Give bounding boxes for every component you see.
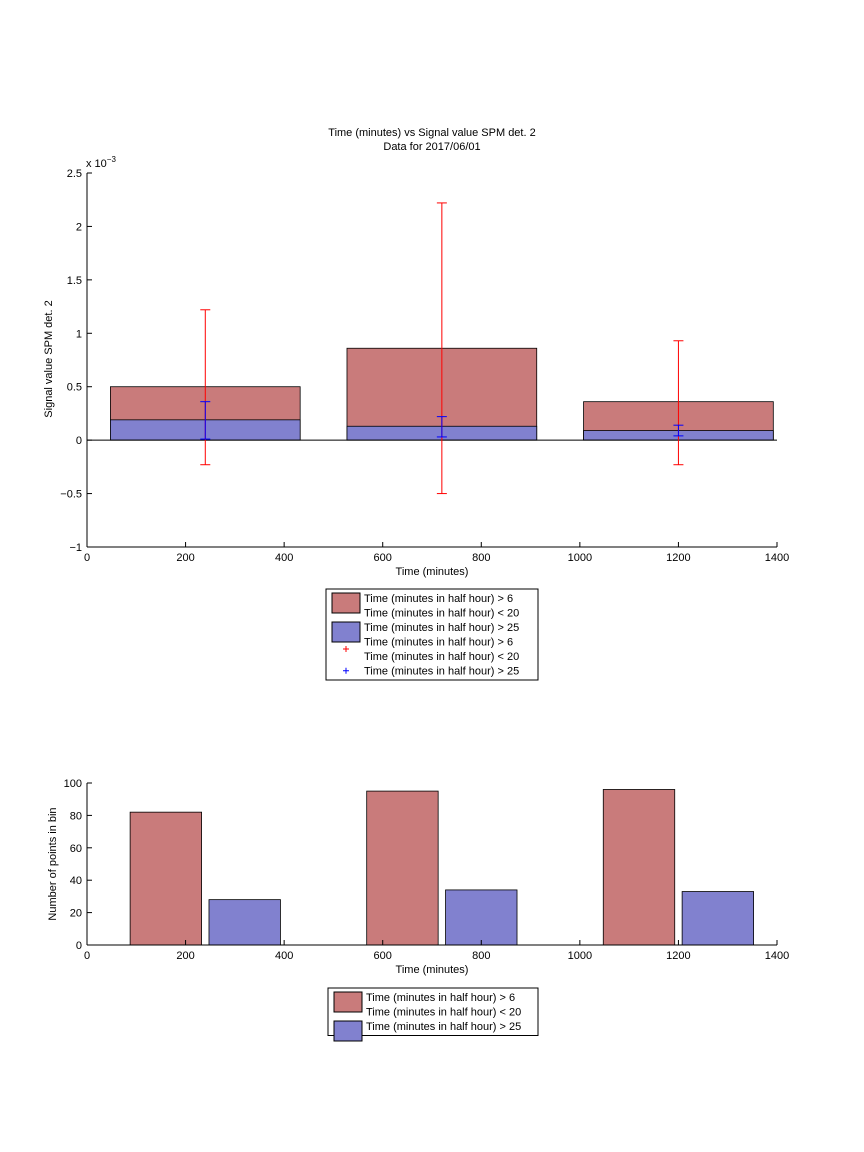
signal-legend: Time (minutes in half hour) > 6 Time (min… — [325, 588, 539, 681]
x-tick-label: 200 — [176, 552, 194, 564]
x-tick-label: 600 — [374, 950, 392, 962]
x-tick-label: 0 — [84, 552, 90, 564]
legend-swatch — [331, 621, 361, 643]
y-tick-label: 2.5 — [67, 168, 82, 180]
bar — [445, 889, 518, 946]
legend-label: Time (minutes in half hour) > 6 — [364, 637, 513, 649]
y-tick-label: 80 — [70, 810, 82, 822]
x-tick-label: 400 — [275, 552, 293, 564]
legend-label: Time (minutes in half hour) > 25 — [364, 666, 519, 678]
legend-box — [327, 987, 539, 1036]
legend-box — [325, 588, 539, 681]
x-tick-label: 800 — [472, 552, 490, 564]
legend-label: Time (minutes in half hour) < 20 — [366, 1007, 521, 1019]
signal-chart: Time (minutes) vs Signal value SPM det. … — [43, 127, 789, 681]
bar — [129, 811, 202, 946]
x-tick-label: 1400 — [765, 950, 789, 962]
y-exponent-label: x 10−3 — [86, 155, 116, 170]
y-tick-label: 2 — [76, 221, 82, 233]
count-legend: Time (minutes in half hour) > 6 Time (min… — [327, 987, 539, 1042]
legend-label: Time (minutes in half hour) > 25 — [364, 622, 519, 634]
y-tick-label: 20 — [70, 908, 82, 920]
x-tick-label: 200 — [176, 950, 194, 962]
y-tick-label: 0.5 — [67, 382, 82, 394]
legend-swatch — [333, 991, 363, 1013]
legend-label: Time (minutes in half hour) < 20 — [364, 608, 519, 620]
y-tick-label: −0.5 — [60, 489, 82, 501]
y-tick-label: 0 — [76, 435, 82, 447]
y-tick-label: 100 — [64, 778, 82, 790]
y-tick-label: 60 — [70, 843, 82, 855]
x-tick-label: 1000 — [568, 950, 592, 962]
y-tick-label: 1 — [76, 328, 82, 340]
y-axis-label: Number of points in bin — [47, 807, 59, 920]
y-tick-label: 1.5 — [67, 275, 82, 287]
y-exponent-power: −3 — [107, 155, 117, 164]
signal-plot-area: 0 200 400 600 800 1000 1200 1400 −1 −0.5 0 0.5 1 1.5 2… — [60, 168, 789, 564]
x-axis-label: Time (minutes) — [396, 964, 469, 976]
y-tick-label: 0 — [76, 940, 82, 952]
y-axis-label: Signal value SPM det. 2 — [43, 300, 55, 417]
bar — [208, 899, 281, 946]
y-tick-label: −1 — [69, 542, 82, 554]
bar — [602, 789, 676, 946]
x-tick-label: 1200 — [666, 950, 690, 962]
chart-subtitle: Data for 2017/06/01 — [383, 141, 480, 153]
x-tick-label: 0 — [84, 950, 90, 962]
legend-swatch — [331, 592, 361, 614]
x-tick-label: 1400 — [765, 552, 789, 564]
x-tick-label: 800 — [472, 950, 490, 962]
x-axis-label: Time (minutes) — [396, 566, 469, 578]
legend-label: Time (minutes in half hour) > 6 — [364, 593, 513, 605]
legend-label: Time (minutes in half hour) > 25 — [366, 1021, 521, 1033]
bar — [681, 891, 754, 946]
x-tick-label: 1200 — [666, 552, 690, 564]
x-tick-label: 400 — [275, 950, 293, 962]
legend-swatch — [333, 1020, 363, 1042]
x-tick-label: 1000 — [568, 552, 592, 564]
count-plot-area: 0 200 400 600 800 1000 1200 1400 0 20 40 60 80 100 — [64, 778, 790, 962]
legend-label: Time (minutes in half hour) < 20 — [364, 651, 519, 663]
count-chart: 0 200 400 600 800 1000 1200 1400 0 20 40 60 80 100 Ti… — [47, 778, 790, 1042]
y-exponent-base: x 10 — [86, 158, 107, 170]
y-tick-label: 40 — [70, 875, 82, 887]
bar — [366, 790, 439, 946]
x-tick-label: 600 — [374, 552, 392, 564]
legend-label: Time (minutes in half hour) > 6 — [366, 992, 515, 1004]
chart-title: Time (minutes) vs Signal value SPM det. … — [328, 127, 535, 139]
